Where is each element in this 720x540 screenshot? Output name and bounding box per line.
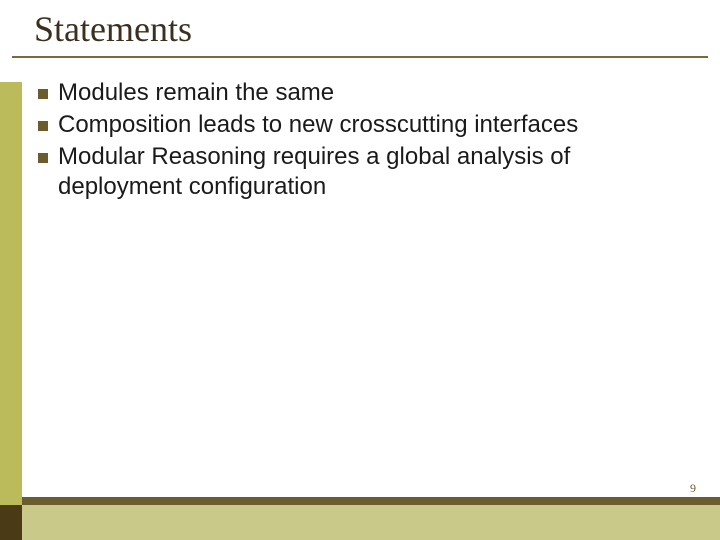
title-underline bbox=[12, 56, 708, 58]
bottom-band bbox=[22, 505, 720, 540]
bullet-square-icon bbox=[38, 153, 48, 163]
bullet-text: Modules remain the same bbox=[58, 78, 334, 108]
bullet-item: Modules remain the same bbox=[38, 78, 690, 108]
bullet-item: Composition leads to new crosscutting in… bbox=[38, 110, 690, 140]
bottom-band-top bbox=[22, 497, 720, 505]
bullet-text: Composition leads to new crosscutting in… bbox=[58, 110, 578, 140]
slide-title: Statements bbox=[34, 8, 192, 50]
left-stripe-dark bbox=[0, 505, 22, 540]
bullet-square-icon bbox=[38, 121, 48, 131]
left-stripe-olive bbox=[0, 82, 22, 505]
bullet-text: Modular Reasoning requires a global anal… bbox=[58, 142, 690, 202]
bullet-square-icon bbox=[38, 89, 48, 99]
page-number: 9 bbox=[690, 481, 696, 496]
bullet-item: Modular Reasoning requires a global anal… bbox=[38, 142, 690, 202]
slide: Statements Modules remain the same Compo… bbox=[0, 0, 720, 540]
content-area: Modules remain the same Composition lead… bbox=[38, 78, 690, 204]
